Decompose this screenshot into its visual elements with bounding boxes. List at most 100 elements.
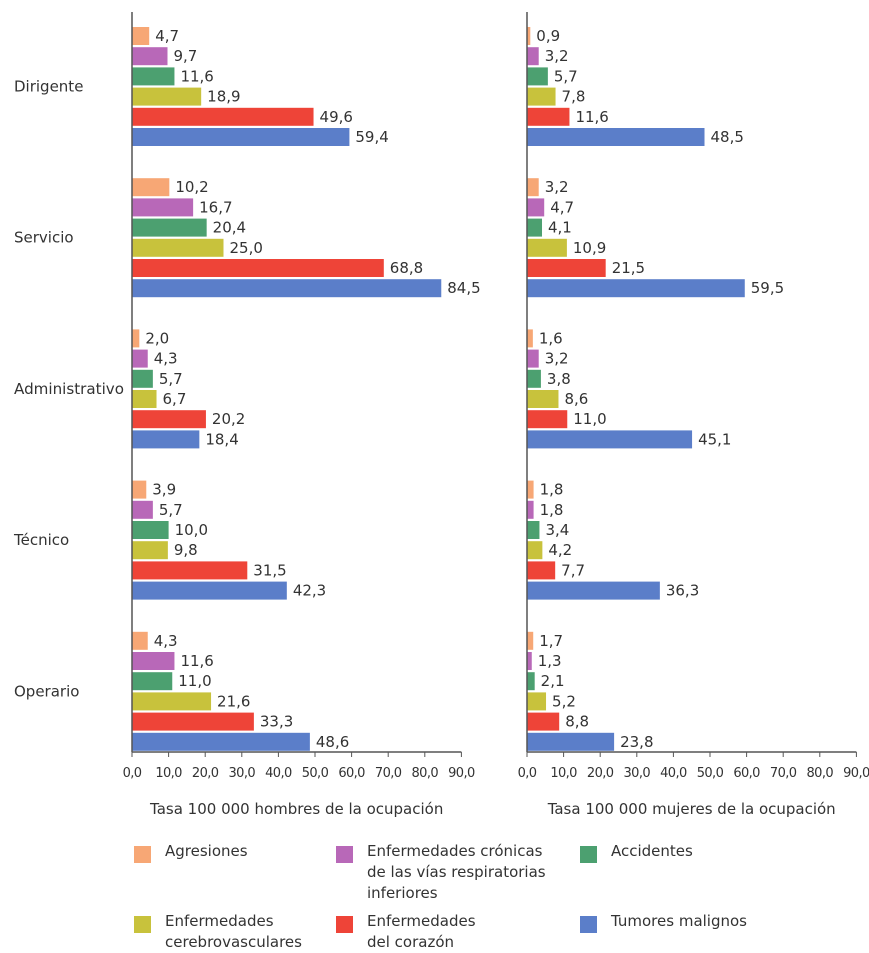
bar-tecnico-enfermedades-cerebrovasc (527, 541, 543, 560)
bar-administrativo-enfermedades-cerebrovasc (132, 390, 157, 408)
value-label: 20,4 (213, 219, 246, 237)
bar-servicio-agresiones (132, 178, 170, 197)
bar-dirigente-enfermedades-cerebrovasc (527, 87, 556, 106)
bar-tecnico-enfermedades-del-corazon (527, 561, 556, 580)
x-axis-title: Tasa 100 000 hombres de la ocupación (149, 800, 443, 818)
legend-swatch-accidentes (580, 846, 597, 863)
bar-administrativo-tumores-malignos (132, 430, 200, 449)
bar-operario-enfermedades-cerebrovasc (527, 692, 547, 711)
bar-dirigente-enfermedades-cronicas-de (132, 47, 168, 66)
category-label-dirigente: Dirigente (14, 78, 83, 96)
value-label: 33,3 (260, 713, 293, 731)
value-label: 59,5 (751, 279, 784, 297)
value-label: 5,2 (552, 692, 576, 710)
bar-dirigente-tumores-malignos (132, 128, 350, 146)
bar-tecnico-agresiones (527, 480, 534, 499)
value-label: 1,8 (540, 501, 564, 519)
x-tick-label: 10,0 (155, 766, 182, 781)
bar-dirigente-tumores-malignos (527, 128, 705, 146)
bar-tecnico-enfermedades-cronicas-de (527, 500, 534, 519)
legend-item-cerebrovasculares: Enfermedades cerebrovasculares (134, 911, 375, 953)
legend-item-agresiones: Agresiones (134, 841, 375, 863)
bar-administrativo-enfermedades-cronicas-de (527, 349, 539, 368)
x-tick-label: 30,0 (229, 766, 256, 781)
value-label: 5,7 (554, 67, 578, 85)
x-tick-label: 0,0 (518, 766, 537, 781)
legend-label-accidentes: Accidentes (611, 842, 693, 860)
value-label: 3,9 (152, 481, 176, 499)
x-tick-label: 0,0 (123, 766, 142, 781)
bar-servicio-enfermedades-cerebrovasc (527, 238, 567, 257)
bar-administrativo-enfermedades-del-corazon (132, 410, 206, 429)
category-label-operario: Operario (14, 682, 79, 700)
value-label: 3,2 (545, 178, 569, 196)
bar-dirigente-enfermedades-cerebrovasc (132, 87, 202, 106)
legend-swatch-corazon (336, 916, 353, 933)
bar-servicio-accidentes (132, 218, 207, 237)
bar-administrativo-enfermedades-del-corazon (527, 410, 568, 429)
legend-label-corazon: Enfermedades del corazón (367, 912, 476, 951)
legend: Agresiones Enfermedades crónicas de las … (0, 835, 869, 952)
value-label: 5,7 (159, 370, 183, 388)
value-label: 18,9 (207, 88, 240, 106)
value-label: 1,3 (538, 652, 562, 670)
legend-swatch-cerebrovasculares (134, 916, 151, 933)
bar-tecnico-enfermedades-cerebrovasc (132, 541, 168, 560)
value-label: 4,1 (548, 219, 572, 237)
bar-operario-agresiones (132, 631, 148, 650)
value-label: 2,0 (145, 329, 169, 347)
value-label: 68,8 (390, 259, 423, 277)
legend-item-corazon: Enfermedades del corazón (336, 911, 577, 953)
bar-operario-accidentes (527, 672, 535, 691)
value-label: 23,8 (620, 733, 653, 751)
value-label: 4,3 (154, 632, 178, 650)
legend-label-agresiones: Agresiones (165, 842, 248, 860)
value-label: 11,6 (575, 108, 608, 126)
bar-operario-accidentes (132, 672, 173, 691)
value-label: 31,5 (253, 561, 286, 579)
panel-2: 0,9 3,2 5,7 7,8 11,6 48,5 3,2 4,7 4,110,9 21,5 59,… (518, 12, 869, 818)
bar-administrativo-accidentes (132, 369, 153, 388)
x-tick-label: 80,0 (807, 766, 834, 781)
value-label: 49,6 (320, 108, 353, 126)
value-label: 9,7 (174, 47, 198, 65)
bar-servicio-enfermedades-del-corazon (132, 259, 384, 277)
legend-label-cerebrovasculares: Enfermedades cerebrovasculares (165, 912, 302, 951)
bar-administrativo-agresiones (132, 329, 140, 348)
bar-operario-tumores-malignos (527, 732, 615, 751)
value-label: 10,2 (175, 178, 208, 196)
bar-tecnico-tumores-malignos (132, 581, 287, 600)
x-tick-label: 90,0 (448, 766, 475, 781)
value-label: 4,3 (154, 350, 178, 368)
bar-tecnico-agresiones (132, 480, 147, 499)
bar-tecnico-accidentes (132, 521, 169, 539)
bar-operario-enfermedades-del-corazon (527, 712, 560, 731)
value-label: 3,8 (547, 370, 571, 388)
bar-tecnico-tumores-malignos (527, 581, 660, 600)
value-label: 4,7 (550, 198, 574, 216)
value-label: 48,5 (711, 128, 744, 146)
value-label: 4,7 (155, 27, 179, 45)
value-label: 7,8 (562, 88, 586, 106)
value-label: 3,2 (545, 350, 569, 368)
legend-swatch-agresiones (134, 846, 151, 863)
panel-1: 4,7 9,7 11,6 18,9 49,659,4 10,2 16,7 20,4 25,0 68… (123, 12, 481, 818)
x-tick-label: 60,0 (338, 766, 365, 781)
x-tick-label: 40,0 (660, 766, 687, 781)
bar-operario-enfermedades-cronicas-de (132, 652, 175, 670)
bar-administrativo-tumores-malignos (527, 430, 693, 449)
value-label: 16,7 (199, 198, 232, 216)
bar-servicio-enfermedades-cronicas-de (132, 198, 194, 217)
bar-operario-tumores-malignos (132, 732, 310, 751)
bar-dirigente-enfermedades-del-corazon (132, 107, 314, 126)
bar-dirigente-accidentes (527, 67, 548, 86)
legend-swatch-enfermedades-cronicas (336, 846, 353, 863)
bar-dirigente-enfermedades-cronicas-de (527, 47, 539, 66)
value-label: 36,3 (666, 582, 699, 600)
legend-swatch-tumores-malignos (580, 916, 597, 933)
bar-servicio-enfermedades-cerebrovasc (132, 238, 224, 257)
value-label: 0,9 (536, 27, 560, 45)
value-label: 18,4 (205, 430, 238, 448)
bar-servicio-enfermedades-del-corazon (527, 259, 606, 277)
